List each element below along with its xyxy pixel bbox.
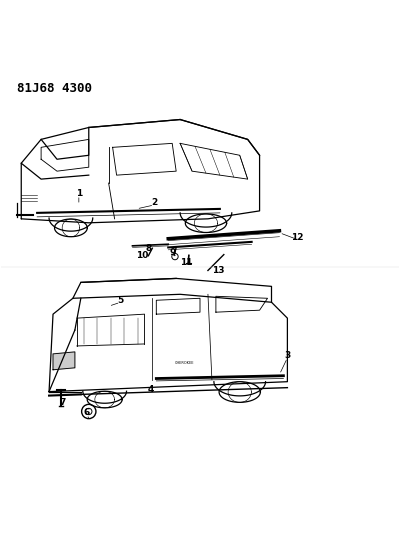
Text: 8: 8 (145, 244, 152, 253)
Text: 1: 1 (76, 189, 82, 198)
Text: 81J68 4300: 81J68 4300 (17, 82, 92, 95)
Text: 4: 4 (147, 385, 154, 394)
Text: 2: 2 (151, 198, 158, 207)
Text: 12: 12 (291, 233, 304, 242)
Text: 7: 7 (60, 398, 66, 407)
Text: 3: 3 (284, 351, 290, 360)
Text: 6: 6 (84, 408, 90, 417)
Text: 11: 11 (180, 258, 192, 267)
Text: 9: 9 (169, 248, 175, 257)
Text: 10: 10 (136, 251, 148, 260)
Text: CHEROKEE: CHEROKEE (174, 361, 194, 365)
Polygon shape (53, 352, 75, 370)
Text: 5: 5 (118, 296, 124, 305)
Text: 13: 13 (212, 266, 224, 275)
